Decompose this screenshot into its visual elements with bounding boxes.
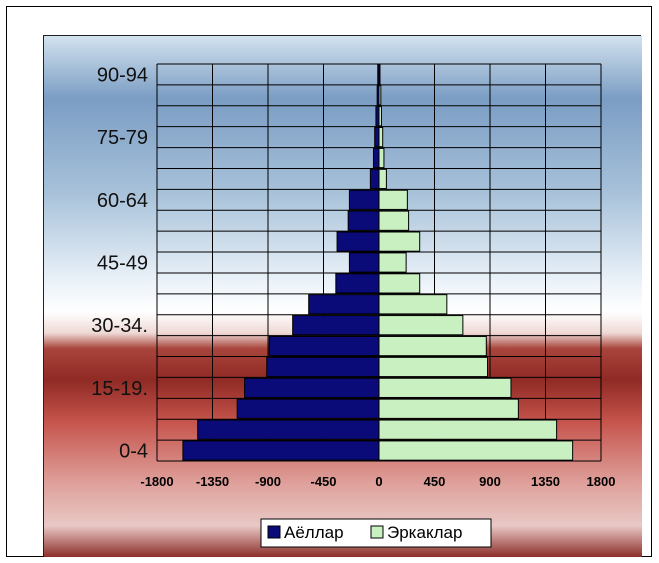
bar-women bbox=[335, 273, 380, 294]
bar-women bbox=[292, 315, 380, 336]
population-pyramid-chart: 0-4 15-19. 30-34. 45-49 60-64 75-79 90-94 -180… bbox=[44, 36, 642, 557]
bar-women bbox=[266, 356, 380, 378]
legend-label-women: Аёллар bbox=[284, 523, 344, 542]
bar-men bbox=[378, 419, 558, 440]
bar-women bbox=[348, 252, 380, 273]
y-tick-label: 30-34. bbox=[91, 315, 148, 337]
y-tick-label: 45-49 bbox=[97, 253, 148, 275]
bar-men bbox=[378, 231, 421, 252]
x-axis-labels: -1800 -1350 -900 -450 0 450 900 1350 1800 bbox=[140, 474, 615, 489]
bar-men bbox=[378, 64, 381, 85]
bar-women bbox=[372, 147, 380, 169]
chart-frame: 0-4 15-19. 30-34. 45-49 60-64 75-79 90-94 -180… bbox=[6, 6, 652, 557]
legend-swatch-women bbox=[267, 525, 281, 539]
bar-men bbox=[378, 398, 519, 419]
y-tick-label: 0-4 bbox=[119, 441, 148, 463]
y-tick-label: 75-79 bbox=[97, 127, 148, 149]
bar-women bbox=[182, 440, 380, 461]
legend-swatch-men bbox=[370, 525, 384, 539]
y-tick-label: 60-64 bbox=[97, 190, 148, 212]
bar-men bbox=[378, 210, 410, 231]
bar-men bbox=[378, 127, 384, 148]
bar-men bbox=[378, 440, 574, 461]
bar-men bbox=[378, 377, 512, 398]
bar-women bbox=[347, 210, 380, 231]
bar-men bbox=[378, 356, 489, 378]
bar-women bbox=[244, 377, 380, 398]
bar-men bbox=[378, 168, 387, 190]
bar-women bbox=[236, 398, 380, 419]
x-tick-label: 0 bbox=[375, 474, 382, 489]
bars bbox=[182, 64, 574, 461]
x-tick-label: -1800 bbox=[140, 474, 173, 489]
legend: Аёллар Эркаклар bbox=[260, 518, 492, 548]
bar-men bbox=[378, 189, 408, 210]
chart-area: 0-4 15-19. 30-34. 45-49 60-64 75-79 90-94 -180… bbox=[43, 35, 642, 557]
bar-men bbox=[378, 273, 421, 294]
bar-women bbox=[268, 335, 380, 357]
x-tick-label: -450 bbox=[310, 474, 336, 489]
y-axis-labels: 0-4 15-19. 30-34. 45-49 60-64 75-79 90-94 bbox=[91, 64, 148, 462]
x-tick-label: 1350 bbox=[531, 474, 560, 489]
x-tick-label: 450 bbox=[424, 474, 446, 489]
bar-women bbox=[336, 231, 380, 252]
bar-men bbox=[378, 106, 382, 127]
bar-women bbox=[348, 189, 380, 210]
bar-women bbox=[374, 127, 380, 148]
y-tick-label: 15-19. bbox=[91, 378, 148, 400]
bar-men bbox=[378, 335, 487, 357]
x-tick-label: 900 bbox=[479, 474, 501, 489]
x-tick-label: -900 bbox=[255, 474, 281, 489]
y-tick-label: 90-94 bbox=[97, 64, 148, 86]
bar-men bbox=[378, 252, 407, 273]
bar-women bbox=[308, 294, 380, 315]
bar-men bbox=[378, 294, 448, 315]
bar-men bbox=[378, 85, 382, 106]
bar-men bbox=[378, 147, 385, 169]
x-tick-label: -1350 bbox=[196, 474, 229, 489]
bar-women bbox=[369, 168, 380, 190]
bar-women bbox=[197, 419, 380, 440]
bar-men bbox=[378, 315, 464, 336]
legend-label-men: Эркаклар bbox=[387, 523, 462, 542]
x-tick-label: 1800 bbox=[587, 474, 616, 489]
